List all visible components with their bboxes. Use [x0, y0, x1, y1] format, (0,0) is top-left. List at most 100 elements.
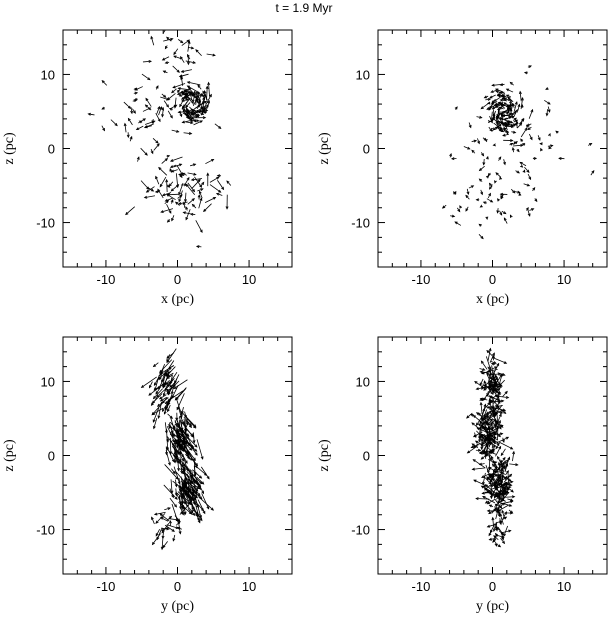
- arrow-head: [144, 125, 148, 129]
- arrow-head: [194, 490, 198, 494]
- velocity-arrow: [189, 471, 202, 484]
- arrow-head: [490, 362, 495, 366]
- arrow-head: [206, 476, 210, 480]
- velocity-arrow: [495, 497, 505, 506]
- velocity-arrow: [493, 97, 501, 102]
- arrow-head: [501, 439, 505, 444]
- arrow-head: [531, 208, 535, 211]
- velocity-arrow: [172, 427, 184, 437]
- arrow-head: [207, 81, 211, 86]
- velocity-arrow: [181, 39, 190, 46]
- arrow-head: [171, 528, 175, 532]
- arrow-head: [488, 107, 492, 111]
- velocity-arrow: [144, 195, 156, 199]
- arrow-head: [499, 383, 503, 387]
- arrow-head: [166, 193, 171, 197]
- arrow-head: [514, 119, 519, 123]
- velocity-arrow: [493, 400, 501, 412]
- velocity-arrow: [506, 88, 514, 93]
- arrow-head: [486, 349, 490, 354]
- velocity-arrow: [187, 172, 196, 176]
- arrow-head: [484, 484, 489, 488]
- velocity-arrow: [162, 56, 170, 61]
- arrow-head: [496, 125, 501, 129]
- velocity-arrow: [169, 424, 174, 434]
- arrow-head: [492, 352, 495, 356]
- arrow-head: [168, 515, 173, 519]
- arrow-head: [185, 115, 189, 120]
- y-tick-label: -10: [351, 523, 370, 538]
- velocity-arrow: [488, 412, 497, 421]
- arrow-head: [489, 95, 493, 99]
- arrow-head: [534, 198, 538, 203]
- arrow-head: [493, 98, 497, 102]
- x-axis-label: y (pc): [476, 599, 509, 614]
- arrow-head: [202, 101, 206, 105]
- arrow-head: [482, 418, 485, 422]
- velocity-arrow: [479, 378, 484, 386]
- arrow-head: [189, 118, 193, 123]
- velocity-arrow: [473, 479, 485, 486]
- arrow-head: [177, 202, 182, 205]
- velocity-arrow: [489, 94, 496, 99]
- arrow-head: [492, 143, 497, 147]
- velocity-arrow: [167, 372, 174, 377]
- arrow-head: [476, 427, 480, 431]
- velocity-arrow: [195, 49, 202, 57]
- velocity-arrow: [178, 486, 184, 504]
- velocity-arrow: [166, 36, 172, 42]
- arrow-head: [491, 448, 496, 452]
- arrow-head: [171, 90, 175, 94]
- velocity-arrow: [482, 496, 496, 504]
- arrow-head: [474, 440, 479, 444]
- velocity-arrow: [181, 461, 186, 467]
- arrow-head: [478, 462, 483, 466]
- velocity-arrow: [514, 191, 520, 193]
- arrow-head: [154, 190, 159, 194]
- arrow-head: [457, 208, 461, 213]
- arrow-head: [151, 541, 155, 546]
- velocity-arrow: [196, 439, 204, 460]
- arrow-head: [518, 192, 522, 196]
- arrow-head: [495, 172, 499, 176]
- arrow-head: [492, 483, 496, 487]
- velocity-arrow: [489, 538, 496, 541]
- x-tick-label: 10: [242, 272, 256, 287]
- arrow-head: [179, 506, 183, 510]
- arrow-head: [134, 91, 139, 95]
- velocity-arrow: [175, 173, 179, 188]
- velocity-arrow: [173, 379, 188, 389]
- arrow-head: [189, 447, 193, 451]
- arrow-head: [482, 201, 487, 205]
- velocity-arrow: [169, 488, 174, 498]
- arrow-head: [472, 414, 477, 418]
- arrow-head: [502, 408, 507, 412]
- arrow-head: [202, 90, 206, 94]
- arrow-head: [481, 371, 485, 375]
- arrow-head: [478, 167, 483, 172]
- velocity-arrow: [483, 476, 492, 485]
- arrow-head: [180, 96, 185, 100]
- arrow-head: [454, 106, 458, 110]
- arrow-head: [488, 481, 492, 485]
- arrow-head: [165, 369, 169, 373]
- velocity-arrow: [169, 497, 177, 508]
- arrow-head: [165, 373, 170, 377]
- velocity-arrow: [163, 484, 178, 500]
- arrow-head: [475, 497, 479, 501]
- arrow-head: [502, 456, 506, 461]
- arrow-head: [176, 92, 181, 95]
- velocity-arrow: [180, 468, 185, 475]
- arrow-head: [183, 199, 187, 203]
- velocity-arrow: [128, 118, 133, 126]
- velocity-arrow: [487, 498, 496, 505]
- arrow-head: [480, 360, 484, 364]
- arrow-head: [510, 139, 514, 142]
- arrow-head: [176, 184, 180, 189]
- arrow-head: [188, 131, 193, 135]
- arrow-head: [521, 117, 524, 122]
- velocity-arrow: [185, 121, 193, 124]
- arrow-head: [509, 100, 512, 104]
- arrow-head: [175, 518, 180, 522]
- arrow-head: [184, 95, 189, 100]
